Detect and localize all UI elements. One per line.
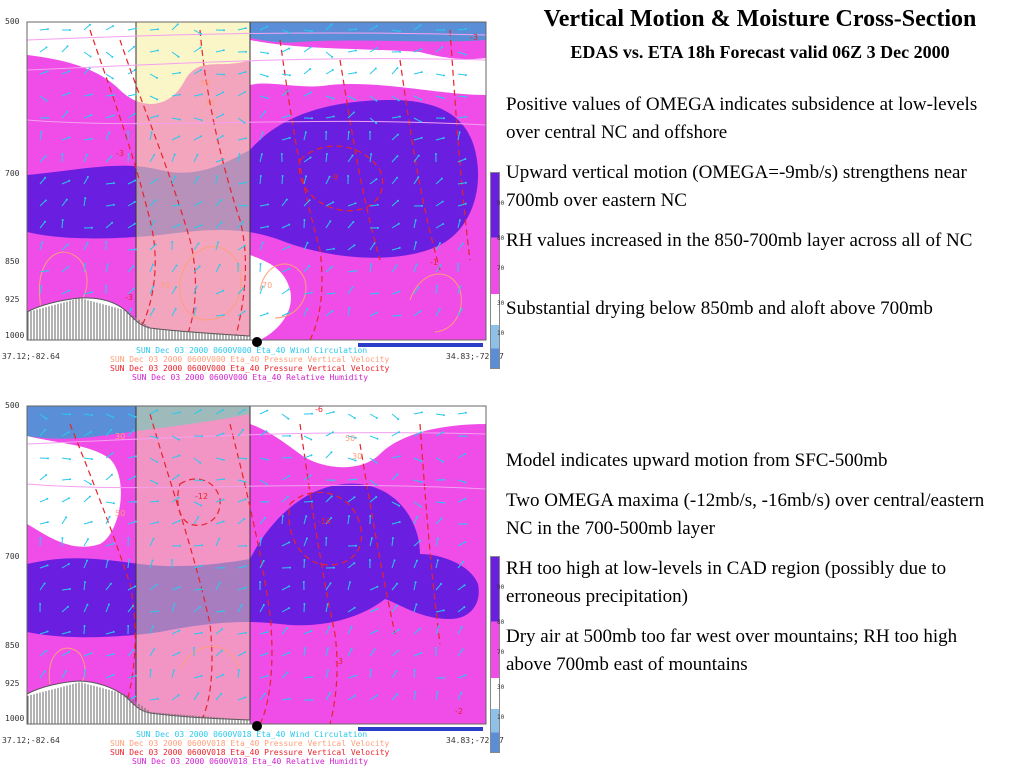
cross-section-plot: 50 70 -3 -9 -3 70 70 -3 -1 — [0, 0, 500, 385]
legend-tick: 10 — [497, 714, 504, 721]
legend-tick: 70 — [497, 649, 504, 656]
pressure-label: 500 — [5, 18, 19, 26]
contour-label: -9 — [330, 173, 338, 182]
legend-tick: 80 — [497, 235, 504, 242]
contour-label: -12 — [195, 492, 208, 501]
bullet-top-4: Substantial drying below 850mb and aloft… — [506, 295, 1006, 323]
pressure-label: 1000 — [5, 332, 24, 340]
contour-label: 70 — [160, 281, 170, 290]
credit-omega-2: SUN Dec 03 2000 0600V000 Eta_40 Pressure… — [110, 364, 389, 373]
pressure-label: 700 — [5, 553, 19, 561]
legend-tick: 90 — [497, 200, 504, 207]
credit-wind: SUN Dec 03 2000 0600V000 Eta_40 Wind Cir… — [136, 346, 367, 355]
pressure-label: 850 — [5, 258, 19, 266]
slide-title: Vertical Motion & Moisture Cross-Section — [496, 6, 1024, 33]
contour-label: 30 — [352, 452, 362, 461]
bullet-bottom-3: RH too high at low-levels in CAD region … — [506, 555, 1006, 611]
contour-label: -3 — [335, 657, 343, 666]
left-endpoint: 37.12;-82.64 — [2, 352, 60, 361]
legend-tick: 30 — [497, 300, 504, 307]
contour-label: 70 — [205, 99, 215, 108]
contour-label: -2 — [455, 707, 463, 716]
credit-wind: SUN Dec 03 2000 0600V018 Eta_40 Wind Cir… — [136, 730, 367, 739]
bullet-bottom-4: Dry air at 500mb too far west over mount… — [506, 623, 1006, 679]
pressure-label: 1000 — [5, 715, 24, 723]
bullet-bottom-1: Model indicates upward motion from SFC-5… — [506, 447, 1006, 475]
contour-label: 50 — [200, 79, 210, 88]
credit-omega: SUN Dec 03 2000 0600V000 Eta_40 Pressure… — [110, 355, 389, 364]
distance-bar — [358, 343, 483, 347]
contour-label: -3 — [470, 33, 478, 42]
contour-label: -3 — [116, 149, 124, 158]
slide-subtitle: EDAS vs. ETA 18h Forecast valid 06Z 3 De… — [496, 42, 1024, 63]
cross-section-bottom: 30 50 -12 -6 -16 50 30 -3 -2 500 700 850… — [0, 384, 500, 769]
cross-section-top: 50 70 -3 -9 -3 70 70 -3 -1 500 700 850 9… — [0, 0, 500, 385]
contour-label: -1 — [430, 258, 438, 267]
legend-tick: 80 — [497, 619, 504, 626]
contour-label: 50 — [115, 509, 125, 518]
bullet-top-3: RH values increased in the 850-700mb lay… — [506, 227, 1006, 255]
legend-tick: 90 — [497, 584, 504, 591]
bullet-top-1: Positive values of OMEGA indicates subsi… — [506, 91, 1006, 147]
credit-rh: SUN Dec 03 2000 0600V000 Eta_40 Relative… — [132, 373, 368, 382]
credit-omega: SUN Dec 03 2000 0600V018 Eta_40 Pressure… — [110, 739, 389, 748]
credit-omega-2: SUN Dec 03 2000 0600V018 Eta_40 Pressure… — [110, 748, 389, 757]
bullet-bottom-2: Two OMEGA maxima (-12mb/s, -16mb/s) over… — [506, 487, 1006, 543]
contour-label: -6 — [315, 405, 323, 414]
credit-rh: SUN Dec 03 2000 0600V018 Eta_40 Relative… — [132, 757, 368, 766]
distance-bar — [358, 727, 483, 731]
cad-region-box — [136, 22, 250, 340]
bullet-top-2: Upward vertical motion (OMEGA=-9mb/s) st… — [506, 159, 1006, 215]
legend-tick: 10 — [497, 330, 504, 337]
contour-label: 30 — [115, 432, 125, 441]
contour-label: 50 — [345, 434, 355, 443]
contour-label: 70 — [262, 281, 272, 290]
pressure-label: 925 — [5, 296, 19, 304]
pressure-label: 700 — [5, 170, 19, 178]
contour-label: -16 — [318, 517, 331, 526]
pressure-label: 500 — [5, 402, 19, 410]
legend-tick: 30 — [497, 684, 504, 691]
left-endpoint: 37.12;-82.64 — [2, 736, 60, 745]
pressure-label: 925 — [5, 680, 19, 688]
pressure-label: 850 — [5, 642, 19, 650]
legend-tick: 70 — [497, 265, 504, 272]
contour-label: -3 — [125, 293, 133, 302]
cross-section-plot: 30 50 -12 -6 -16 50 30 -3 -2 — [0, 384, 500, 769]
